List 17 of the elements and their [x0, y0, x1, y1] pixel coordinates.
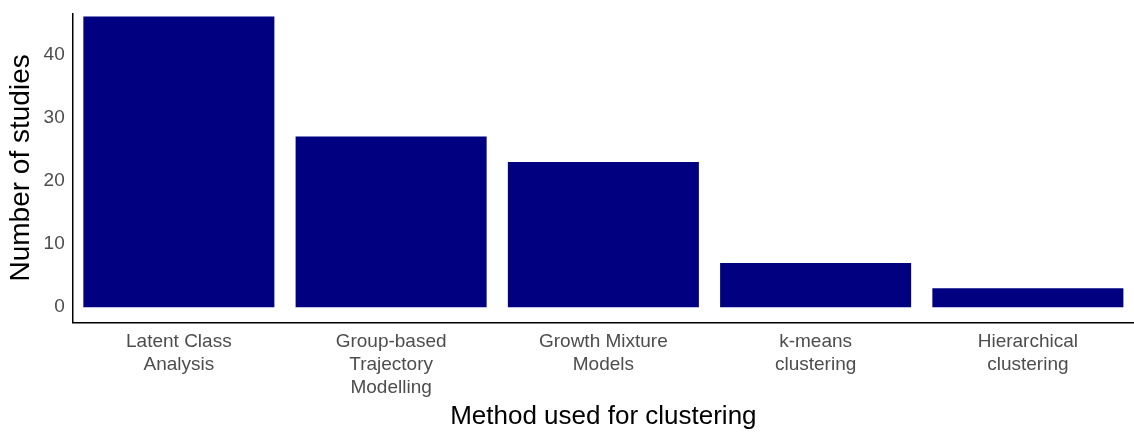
x-tick-label: k-means clustering	[774, 330, 857, 374]
y-tick-label: 30	[43, 105, 65, 127]
x-tick-label: Group-based Trajectory Modelling	[335, 330, 447, 397]
y-tick-label: 10	[43, 232, 65, 254]
bar	[83, 16, 275, 308]
y-tick-label: 0	[54, 295, 65, 317]
y-tick-label: 20	[43, 169, 65, 191]
bar	[720, 263, 912, 308]
x-tick-label: Latent Class Analysis	[126, 330, 232, 374]
y-axis-title: Number of studies	[3, 54, 35, 282]
x-axis-title: Method used for clustering	[450, 399, 757, 430]
bar	[932, 288, 1124, 308]
bar	[507, 161, 699, 308]
y-tick-label: 40	[43, 42, 65, 64]
x-tick-label: Hierarchical clustering	[977, 330, 1079, 374]
bar	[295, 136, 487, 308]
x-tick-label: Growth Mixture Models	[538, 330, 668, 374]
